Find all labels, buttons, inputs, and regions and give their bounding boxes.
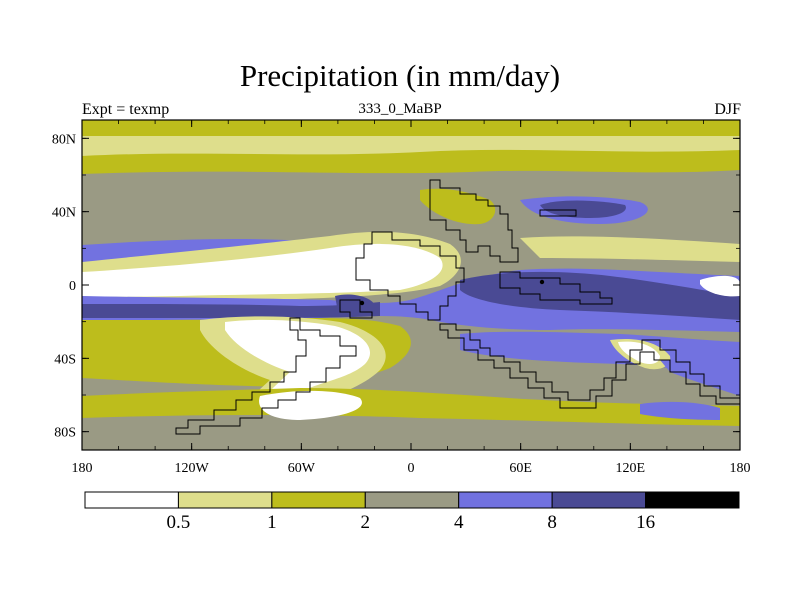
x-tick-label: 60W — [288, 461, 316, 476]
colorbar-swatch — [177, 491, 273, 509]
contour-band-4-8-south-polar-east — [640, 401, 720, 420]
y-tick-label: 80S — [54, 426, 76, 441]
y-tick-label: 80N — [52, 132, 76, 147]
experiment-label: Expt = texmp — [82, 101, 170, 118]
x-tick-label: 180 — [72, 461, 93, 476]
x-tick-label: 120E — [616, 461, 646, 476]
contour-band-0-0.5-south-continent — [618, 341, 660, 364]
period-label: 333_0_MaBP — [358, 101, 442, 117]
continent-outline-central — [355, 231, 465, 321]
axis-ticks — [81, 120, 741, 450]
continent-outline-south-west — [175, 317, 357, 435]
colorbar — [84, 491, 740, 509]
colorbar-label: 0.5 — [167, 512, 191, 533]
colorbar-label: 2 — [361, 512, 371, 533]
continent-outline-south-east — [439, 323, 740, 409]
contour-band-0-0.5-east-coast — [700, 275, 740, 297]
colorbar-label: 16 — [636, 512, 655, 533]
continent-outline-north — [429, 179, 519, 263]
y-tick-label: 40S — [54, 352, 76, 367]
y-tick-label: 0 — [69, 279, 76, 294]
colorbar-label: 4 — [454, 512, 464, 533]
marker-point-west — [359, 300, 365, 306]
marker-point-east — [539, 279, 545, 285]
contour-band-2-4-north-storm — [82, 173, 740, 200]
axis-tick-labels: 180 120W 60W 0 60E 120E 180 80N 40N 0 40S 80S — [52, 132, 751, 476]
continent-outline-east — [499, 271, 613, 305]
contour-band-0-0.5-south-ice — [259, 390, 362, 420]
colorbar-swatch — [364, 491, 460, 509]
contour-band-1-2-north-mid — [82, 149, 740, 174]
continent-outline-island — [539, 209, 577, 217]
colorbar-swatch — [645, 491, 740, 509]
colorbar-label: 8 — [547, 512, 557, 533]
contour-band-0-0.5-south-atlantic — [225, 319, 371, 424]
contour-band-8-16-north-pacific-core — [540, 200, 626, 218]
colorbar-label: 1 — [267, 512, 277, 533]
contour-band-8-16-equator-west — [82, 302, 380, 318]
x-tick-label: 180 — [730, 461, 751, 476]
x-tick-label: 60E — [509, 461, 532, 476]
colorbar-swatch — [271, 491, 366, 509]
chart-title: Precipitation (in mm/day) — [239, 58, 561, 93]
contour-band-0-0.5-north-subtropics — [82, 243, 443, 297]
season-label: DJF — [714, 101, 741, 118]
colorbar-swatch — [458, 491, 553, 509]
contour-band-2-4-south-polar — [82, 415, 740, 450]
x-tick-label: 0 — [408, 461, 415, 476]
continent-outline-equatorial — [339, 299, 373, 319]
colorbar-swatch — [84, 491, 179, 509]
colorbar-swatch — [551, 491, 647, 509]
continent-outline — [175, 179, 740, 435]
contour-fill-layer — [82, 120, 740, 450]
y-tick-label: 40N — [52, 206, 76, 221]
x-tick-label: 120W — [175, 461, 210, 476]
colorbar-labels: 0.5 1 2 4 8 16 — [167, 512, 656, 533]
contour-band-0.5-1-north-pacific — [520, 236, 740, 262]
